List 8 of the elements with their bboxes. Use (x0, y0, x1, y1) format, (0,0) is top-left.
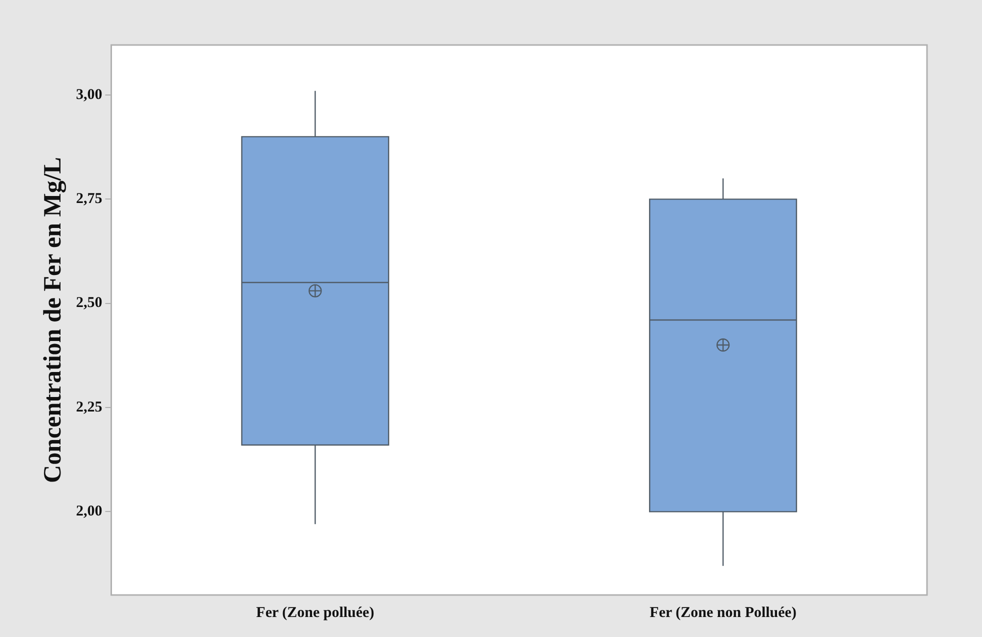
y-tick-label: 3,00 (76, 86, 102, 103)
y-axis-title: Concentration de Fer en Mg/L (39, 157, 66, 483)
y-tick-label: 2,75 (76, 191, 102, 208)
y-tick-label: 2,25 (76, 399, 102, 416)
y-tick-label: 2,50 (76, 295, 102, 312)
y-tick-label: 2,00 (76, 504, 102, 520)
x-tick-label: Fer (Zone non Polluée) (650, 604, 796, 621)
x-tick-label: Fer (Zone polluée) (256, 604, 374, 621)
